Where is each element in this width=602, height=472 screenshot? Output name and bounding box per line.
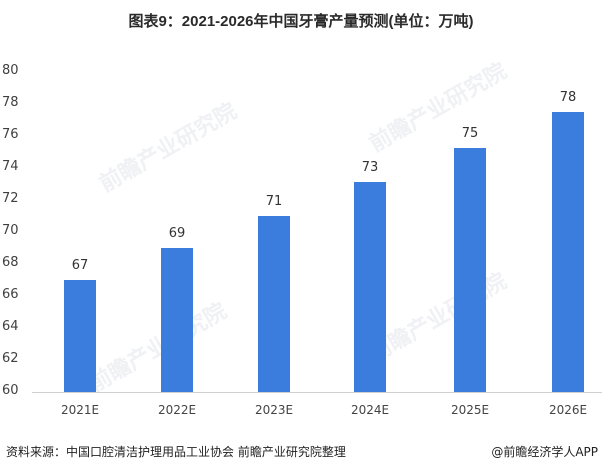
data-label: 78 (559, 90, 577, 105)
plot-area: 前瞻产业研究院 前瞻产业研究院 前瞻产业研究院 前瞻产业研究院 80 78 76… (2, 58, 602, 417)
y-tick: 74 (2, 159, 19, 174)
y-tick: 76 (2, 127, 19, 142)
y-tick: 60 (2, 383, 19, 398)
y-tick: 64 (2, 319, 19, 334)
y-tick: 66 (2, 287, 19, 302)
x-tick: 2025E (450, 403, 490, 417)
bar-2023E (258, 216, 290, 392)
x-tick: 2026E (548, 403, 588, 417)
y-tick: 72 (2, 191, 19, 206)
data-label: 75 (461, 126, 479, 141)
watermark: 前瞻产业研究院 (95, 98, 242, 198)
source-note: 资料来源：中国口腔清洁护理用品工业协会 前瞻产业研究院整理 (6, 445, 346, 459)
x-tick: 2024E (350, 403, 390, 417)
data-label: 71 (265, 194, 283, 209)
bar-2024E (354, 182, 386, 392)
bar-2026E (552, 112, 584, 392)
x-tick: 2021E (60, 403, 100, 417)
y-tick: 80 (2, 63, 19, 78)
data-label: 69 (168, 226, 186, 241)
bar-2021E (64, 280, 96, 392)
y-tick: 62 (2, 351, 19, 366)
bar-2022E (161, 248, 193, 392)
y-tick: 70 (2, 223, 19, 238)
data-label: 73 (361, 160, 379, 175)
y-tick: 68 (2, 255, 19, 270)
watermark: 前瞻产业研究院 (365, 58, 512, 158)
data-label: 67 (71, 258, 89, 273)
bar-2025E (454, 148, 486, 392)
x-tick: 2023E (254, 403, 294, 417)
x-tick: 2022E (157, 403, 197, 417)
credit-note: @前瞻经济学人APP (491, 445, 598, 459)
y-tick: 78 (2, 95, 19, 110)
x-axis-line (32, 392, 602, 393)
watermark: 前瞻产业研究院 (85, 298, 232, 398)
chart-title: 图表9：2021-2026年中国牙膏产量预测(单位：万吨) (128, 13, 474, 30)
